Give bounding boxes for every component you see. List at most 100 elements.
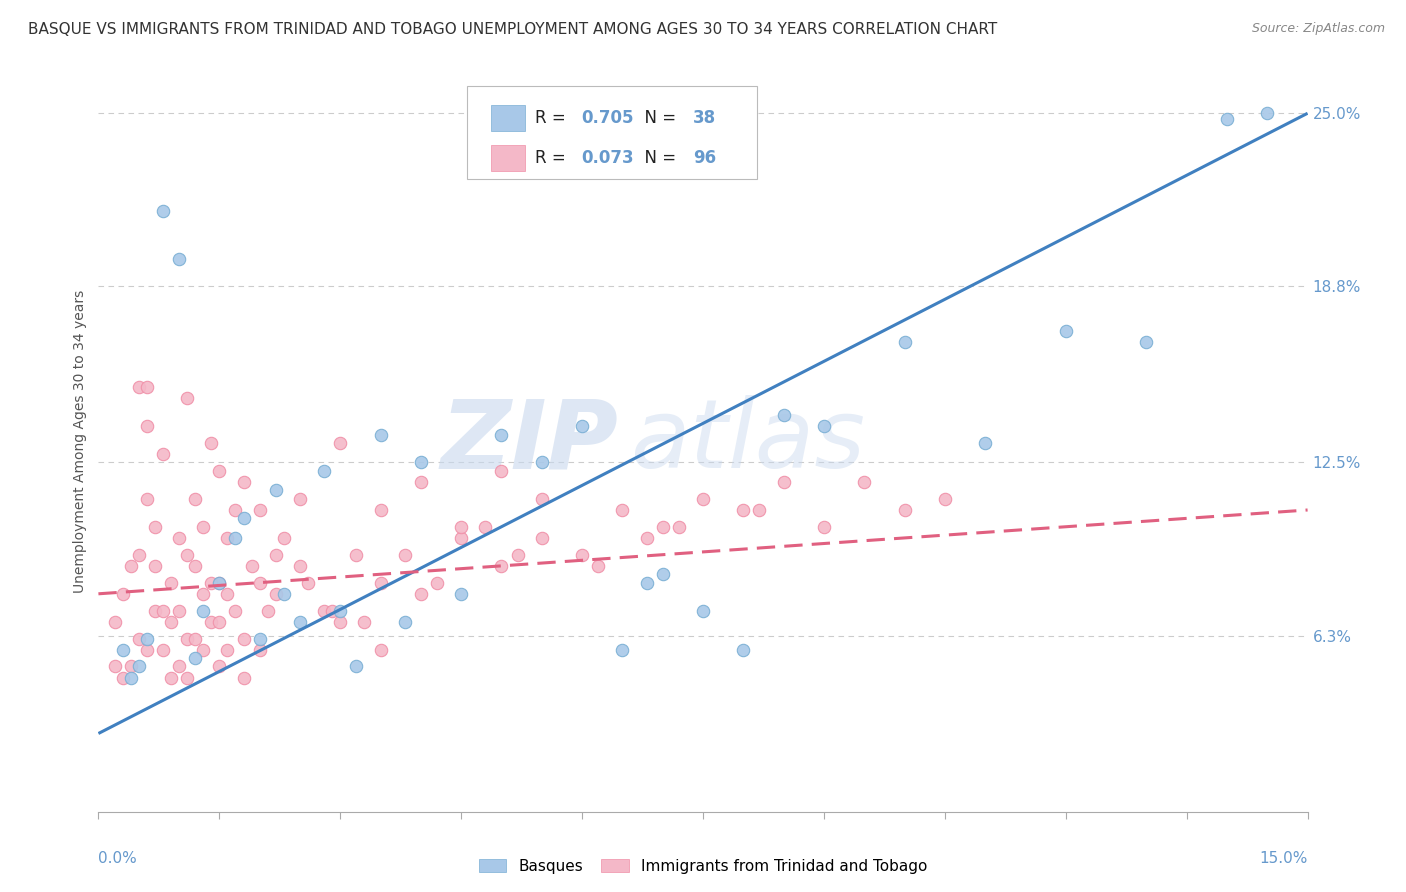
Point [1256,106,1278,120]
Point [167,659,190,673]
Point [813,520,835,534]
Point [143,520,166,534]
Point [370,575,392,590]
Text: R =: R = [534,109,571,127]
Point [120,659,142,673]
Point [193,603,215,617]
Point [208,615,231,629]
Point [160,671,183,685]
Point [344,548,367,562]
Point [893,503,915,517]
Point [217,642,239,657]
Point [853,475,876,489]
Point [394,548,416,562]
FancyBboxPatch shape [492,105,526,131]
Point [733,642,755,657]
Point [636,531,658,545]
Point [974,436,997,450]
Point [208,575,231,590]
FancyBboxPatch shape [467,87,758,178]
Point [193,587,215,601]
Point [314,464,336,478]
Point [394,615,416,629]
Point [217,587,239,601]
Point [193,642,215,657]
Point [160,575,183,590]
Point [249,575,271,590]
Text: N =: N = [634,109,682,127]
Text: 15.0%: 15.0% [1260,851,1308,865]
Point [217,531,239,545]
Point [240,558,263,573]
Point [409,587,432,601]
Point [232,511,254,525]
Point [297,575,319,590]
Point [111,642,134,657]
Text: BASQUE VS IMMIGRANTS FROM TRINIDAD AND TOBAGO UNEMPLOYMENT AMONG AGES 30 TO 34 Y: BASQUE VS IMMIGRANTS FROM TRINIDAD AND T… [28,22,997,37]
Point [120,671,142,685]
Point [651,520,673,534]
Point [772,475,794,489]
Text: ZIP: ZIP [440,395,619,488]
Point [264,483,287,498]
Point [176,391,198,405]
Point [370,642,392,657]
Point [176,671,198,685]
Point [200,436,222,450]
Point [491,558,513,573]
Point [232,475,254,489]
Text: N =: N = [634,149,682,167]
Text: atlas: atlas [630,395,866,488]
Point [128,548,150,562]
Point [111,671,134,685]
Point [152,447,174,461]
Point [586,558,609,573]
Point [128,632,150,646]
Point [813,419,835,434]
Text: 0.0%: 0.0% [98,851,138,865]
Point [208,575,231,590]
Point [370,427,392,442]
Point [167,252,190,266]
Point [224,603,246,617]
Text: 38: 38 [693,109,717,127]
Point [184,651,207,665]
Point [329,436,352,450]
Point [692,603,714,617]
Point [135,491,157,506]
Point [184,491,207,506]
Point [128,380,150,394]
Point [249,642,271,657]
Point [491,464,513,478]
Point [288,558,311,573]
Point [329,603,352,617]
Point [249,503,271,517]
Point [176,632,198,646]
Point [612,503,634,517]
Point [288,491,311,506]
Point [264,548,287,562]
Point [208,464,231,478]
FancyBboxPatch shape [492,145,526,171]
Point [1054,324,1077,338]
Point [184,632,207,646]
Point [733,503,755,517]
Point [143,603,166,617]
Point [651,567,673,582]
Point [135,419,157,434]
Point [450,520,472,534]
Point [506,548,529,562]
Point [772,408,794,422]
Point [571,548,593,562]
Point [135,380,157,394]
Point [143,558,166,573]
Point [934,491,956,506]
Point [128,659,150,673]
Point [344,659,367,673]
Point [409,475,432,489]
Point [450,531,472,545]
Point [353,615,375,629]
Point [1216,112,1239,126]
Point [103,659,125,673]
Point [135,632,157,646]
